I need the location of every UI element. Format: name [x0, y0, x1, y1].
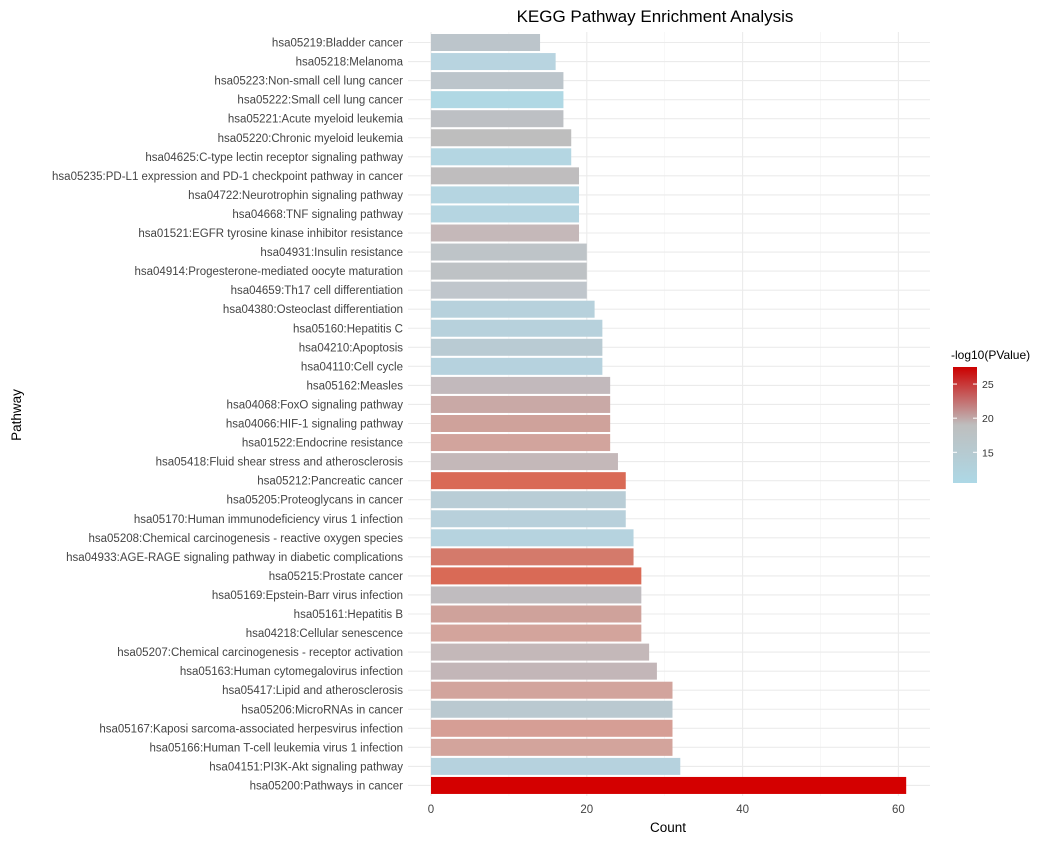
- y-tick-label: hsa05206:MicroRNAs in cancer: [241, 704, 403, 716]
- bar: [431, 224, 580, 242]
- y-tick-label: hsa05170:Human immunodeficiency virus 1 …: [134, 514, 403, 526]
- bar: [431, 338, 603, 356]
- y-tick-label: hsa05220:Chronic myeloid leukemia: [218, 133, 404, 145]
- bar: [431, 129, 572, 147]
- bar: [431, 700, 673, 718]
- bar: [431, 243, 587, 261]
- y-tick-label: hsa05161:Hepatitis B: [294, 609, 404, 621]
- y-tick-label: hsa05219:Bladder cancer: [272, 38, 403, 50]
- x-axis-title: Count: [650, 820, 686, 835]
- y-tick-labels: hsa05219:Bladder cancer hsa05218:Melanoma…: [52, 38, 404, 793]
- bar: [431, 53, 556, 71]
- bar: [431, 491, 626, 509]
- bar: [431, 529, 634, 547]
- y-tick-label: hsa05418:Fluid shear stress and atherosc…: [156, 457, 404, 469]
- bar: [431, 681, 673, 699]
- legend-title: -log10(PValue): [951, 348, 1030, 362]
- bar: [431, 605, 642, 623]
- y-tick-label: hsa05222:Small cell lung cancer: [237, 95, 403, 107]
- bar: [431, 319, 603, 337]
- y-tick-label: hsa05223:Non-small cell lung cancer: [214, 76, 403, 88]
- y-tick-label: hsa04914:Progesterone-mediated oocyte ma…: [134, 266, 403, 278]
- bar: [431, 586, 642, 604]
- y-tick-label: hsa05169:Epstein-Barr virus infection: [212, 590, 403, 602]
- y-tick-label: hsa04151:PI3K-Akt signaling pathway: [209, 761, 403, 773]
- color-legend: -log10(PValue) 15 20 25: [951, 348, 1030, 483]
- bar: [431, 719, 673, 737]
- bar: [431, 472, 626, 490]
- x-tick-label: 20: [580, 804, 593, 816]
- legend-tick-label: 15: [982, 447, 994, 459]
- y-tick-label: hsa04668:TNF signaling pathway: [232, 209, 403, 221]
- bar: [431, 167, 580, 185]
- x-tick-label: 40: [736, 804, 749, 816]
- bar: [431, 300, 595, 318]
- y-tick-label: hsa05160:Hepatitis C: [293, 323, 403, 335]
- y-tick-label: hsa04380:Osteoclast differentiation: [223, 304, 403, 316]
- y-tick-label: hsa04659:Th17 cell differentiation: [231, 285, 403, 297]
- y-tick-label: hsa05221:Acute myeloid leukemia: [228, 114, 404, 126]
- bar: [431, 567, 642, 585]
- y-tick-label: hsa05207:Chemical carcinogenesis - recep…: [117, 647, 403, 659]
- y-axis-title: Pathway: [9, 389, 24, 441]
- y-tick-label: hsa05235:PD-L1 expression and PD-1 check…: [52, 171, 403, 183]
- bar: [431, 34, 541, 51]
- y-tick-label: hsa01521:EGFR tyrosine kinase inhibitor …: [138, 228, 403, 240]
- bar: [431, 738, 673, 756]
- bar: [431, 357, 603, 375]
- grid-lines: [408, 32, 930, 796]
- y-tick-label: hsa05208:Chemical carcinogenesis - react…: [88, 533, 403, 545]
- y-tick-label: hsa04933:AGE-RAGE signaling pathway in d…: [66, 552, 403, 564]
- y-tick-label: hsa05162:Measles: [306, 380, 403, 392]
- bar: [431, 453, 618, 471]
- bar: [431, 91, 564, 109]
- bar: [431, 662, 657, 680]
- bar: [431, 148, 572, 166]
- y-tick-label: hsa04068:FoxO signaling pathway: [227, 399, 404, 411]
- legend-ticks: 15 20 25: [953, 379, 994, 459]
- bars: [431, 34, 907, 794]
- x-tick-label: 60: [892, 804, 905, 816]
- y-tick-label: hsa04931:Insulin resistance: [260, 247, 403, 259]
- bar: [431, 262, 587, 280]
- legend-tick-label: 20: [982, 413, 994, 425]
- y-tick-label: hsa04625:C-type lectin receptor signalin…: [145, 152, 403, 164]
- y-tick-label: hsa05166:Human T-cell leukemia virus 1 i…: [149, 742, 403, 754]
- y-tick-label: hsa05200:Pathways in cancer: [250, 780, 404, 792]
- x-tick-labels: 0 20 40 60: [428, 804, 905, 816]
- bar: [431, 548, 634, 566]
- y-tick-label: hsa05167:Kaposi sarcoma-associated herpe…: [99, 723, 403, 735]
- bar: [431, 434, 611, 452]
- chart-title: KEGG Pathway Enrichment Analysis: [517, 7, 794, 26]
- bar: [431, 776, 907, 794]
- y-tick-label: hsa05163:Human cytomegalovirus infection: [180, 666, 403, 678]
- bar: [431, 624, 642, 642]
- y-tick-label: hsa05417:Lipid and atherosclerosis: [222, 685, 403, 697]
- y-tick-label: hsa04210:Apoptosis: [299, 342, 403, 354]
- y-tick-label: hsa05205:Proteoglycans in cancer: [227, 495, 404, 507]
- bar: [431, 643, 650, 661]
- y-tick-label: hsa05215:Prostate cancer: [269, 571, 403, 583]
- x-tick-label: 0: [428, 804, 434, 816]
- bar: [431, 415, 611, 432]
- y-tick-label: hsa04218:Cellular senescence: [246, 628, 403, 640]
- y-tick-label: hsa04066:HIF-1 signaling pathway: [226, 419, 403, 431]
- y-tick-label: hsa05218:Melanoma: [296, 57, 404, 69]
- legend-color-bar: [953, 367, 977, 483]
- bar: [431, 757, 681, 775]
- bar: [431, 72, 564, 90]
- bar: [431, 376, 611, 394]
- bar: [431, 395, 611, 413]
- legend-tick-label: 25: [982, 379, 994, 391]
- bar: [431, 205, 580, 223]
- y-tick-label: hsa04722:Neurotrophin signaling pathway: [188, 190, 403, 202]
- bar: [431, 281, 587, 299]
- y-tick-label: hsa01522:Endocrine resistance: [242, 438, 403, 450]
- bar: [431, 110, 564, 128]
- bar: [431, 510, 626, 528]
- y-tick-label: hsa05212:Pancreatic cancer: [257, 476, 403, 488]
- y-tick-label: hsa04110:Cell cycle: [301, 361, 403, 373]
- bar: [431, 186, 580, 204]
